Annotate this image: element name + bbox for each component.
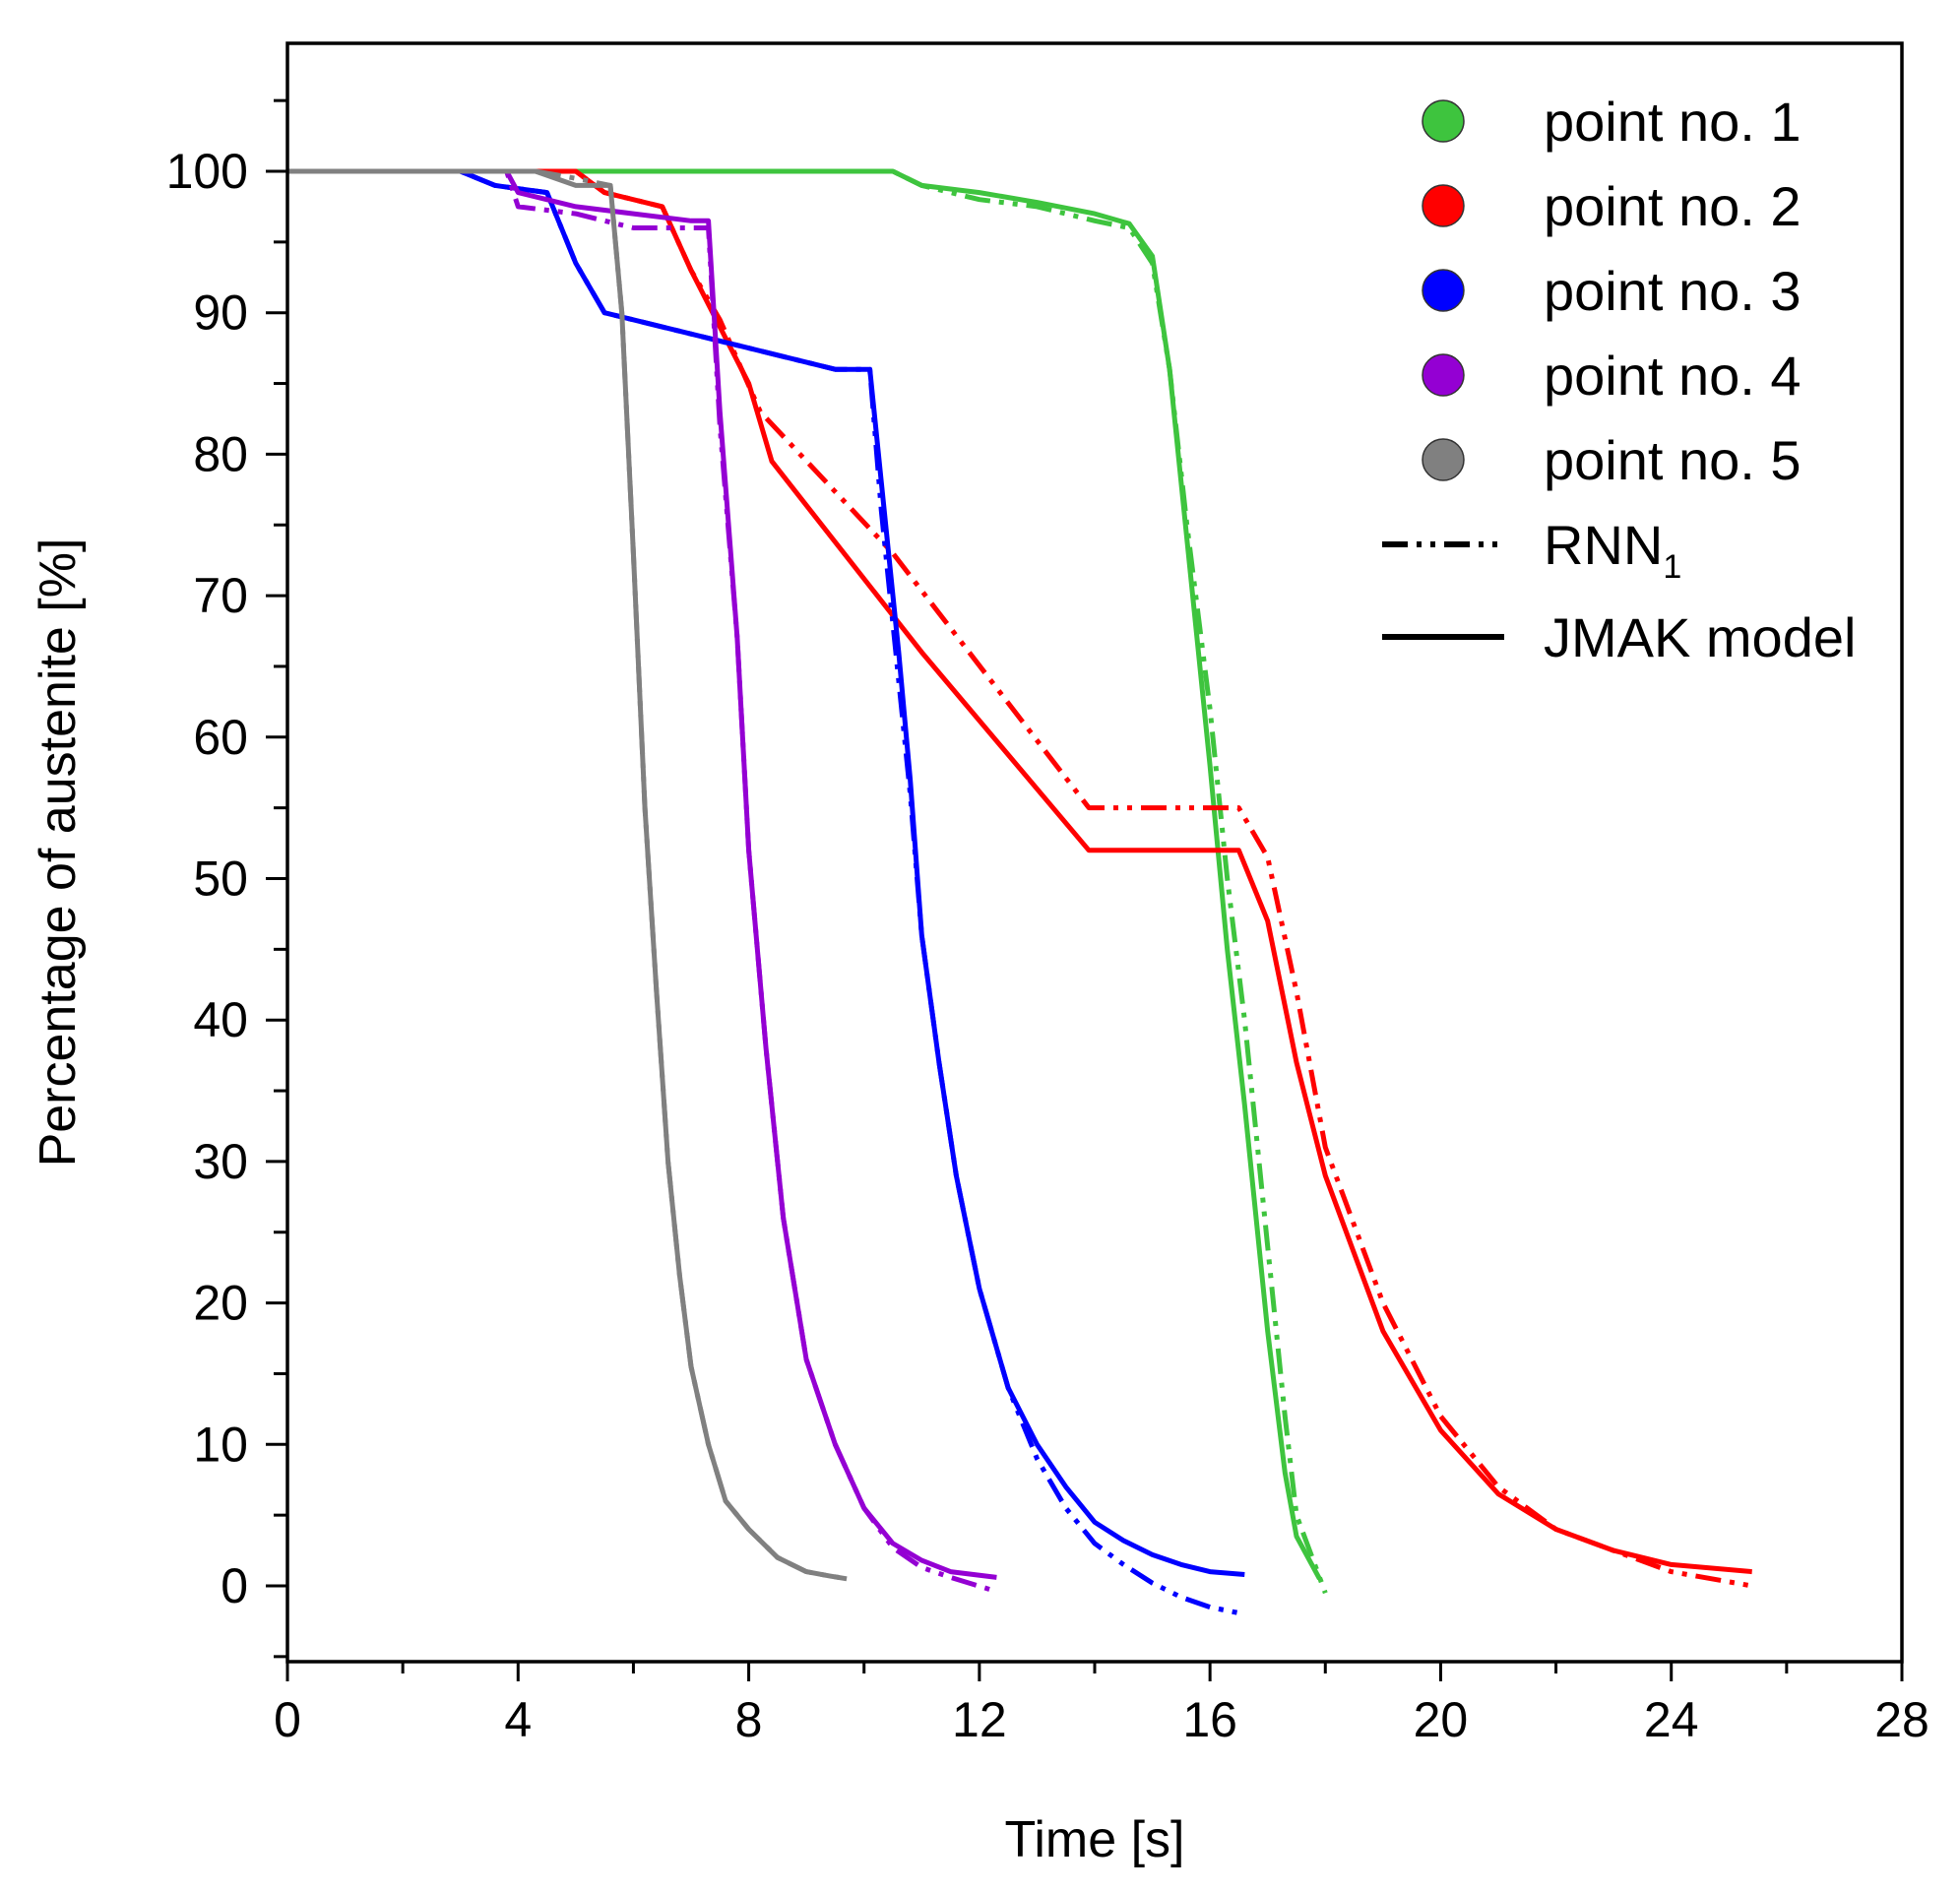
- legend-label: point no. 5: [1544, 429, 1802, 491]
- legend-label: point no. 2: [1544, 175, 1802, 237]
- legend-label: RNN1: [1544, 514, 1681, 586]
- series-layer: [287, 168, 1753, 1617]
- series-line: [287, 168, 1245, 1577]
- y-tick-label: 80: [193, 426, 248, 481]
- legend-marker: [1422, 353, 1465, 397]
- legend-marker: [1422, 99, 1465, 143]
- x-tick-label: 4: [504, 1692, 532, 1747]
- legend-label: point no. 4: [1544, 345, 1802, 407]
- y-tick-label: 70: [193, 568, 248, 623]
- legend-label: point no. 1: [1544, 91, 1802, 153]
- x-axis: 0 4 8 12 16 20 24 28: [274, 1662, 1929, 1747]
- y-tick-label: 20: [193, 1276, 248, 1331]
- x-tick-label: 28: [1874, 1692, 1929, 1747]
- y-axis-title: Percentage of austenite [%]: [30, 538, 87, 1167]
- legend-marker: [1422, 438, 1465, 481]
- x-tick-label: 8: [735, 1692, 763, 1747]
- legend-label: JMAK model: [1544, 606, 1856, 668]
- y-tick-label: 90: [193, 285, 248, 341]
- x-tick-label: 24: [1644, 1692, 1699, 1747]
- y-tick-label: 30: [193, 1134, 248, 1189]
- legend-marker: [1422, 269, 1465, 312]
- legend: point no. 1 point no. 2 point no. 3 point n…: [1382, 91, 1856, 668]
- series-line: [287, 168, 1328, 1595]
- series-line: [287, 168, 998, 1595]
- legend-label: point no. 3: [1544, 260, 1802, 322]
- y-tick-label: 40: [193, 992, 248, 1047]
- x-tick-label: 12: [952, 1692, 1007, 1747]
- x-tick-label: 20: [1414, 1692, 1469, 1747]
- y-tick-label: 60: [193, 710, 248, 765]
- y-tick-label: 0: [221, 1558, 248, 1613]
- series-line: [287, 168, 1245, 1617]
- y-tick-label: 50: [193, 852, 248, 907]
- y-tick-label: 100: [166, 144, 248, 199]
- x-tick-label: 0: [274, 1692, 301, 1747]
- x-axis-title: Time [s]: [1005, 1811, 1185, 1868]
- legend-marker: [1422, 184, 1465, 227]
- x-tick-label: 16: [1182, 1692, 1237, 1747]
- y-axis: 0 10 20 30 40 50 60 70 80 90 100: [166, 98, 287, 1659]
- y-tick-label: 10: [193, 1417, 248, 1472]
- series-line: [287, 168, 848, 1582]
